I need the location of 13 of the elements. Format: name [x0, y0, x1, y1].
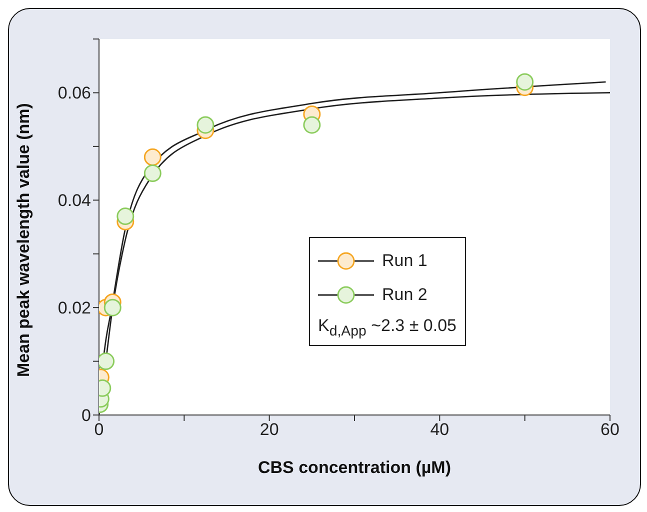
y-tick-label: 0.04: [58, 191, 91, 210]
legend-label: Run 2: [382, 285, 428, 305]
x-tick-label: 40: [430, 420, 450, 440]
legend-label: Run 1: [382, 251, 428, 271]
y-axis-title: Mean peak wavelength value (nm): [14, 103, 34, 377]
annotation: K$_{d,App}$ ~2.3 ± 0.05: [318, 316, 456, 340]
x-tick-label: 20: [260, 420, 279, 440]
y-tick-label: 0.02: [58, 298, 91, 318]
y-tick-label: 0: [82, 406, 91, 426]
x-tick-label: 0: [94, 420, 104, 440]
x-axis-title: CBS concentration (µM): [258, 458, 452, 477]
y-tick-label: 0.06: [58, 84, 91, 103]
x-tick-label: 60: [600, 420, 620, 440]
